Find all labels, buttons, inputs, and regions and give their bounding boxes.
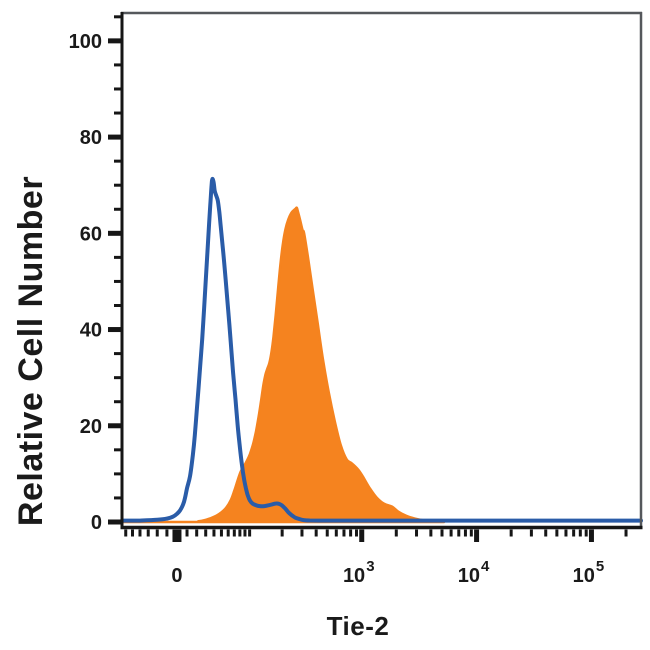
y-tick-label: 80 (80, 127, 102, 149)
y-tick-label: 20 (80, 416, 102, 438)
open-histogram-isotype-control (120, 176, 643, 523)
y-tick-label: 100 (69, 31, 102, 53)
x-axis-title: Tie-2 (326, 611, 390, 641)
y-axis-title: Relative Cell Number (12, 175, 50, 527)
y-tick-label: 60 (80, 223, 102, 245)
x-tick-label: 104 (458, 558, 490, 587)
y-tick-label: 0 (91, 512, 102, 534)
y-tick-label: 40 (80, 320, 102, 342)
x-tick-label: 103 (343, 558, 375, 587)
x-tick-label: 0 (171, 565, 182, 587)
filled-histogram-stained-tie-2 (120, 206, 446, 524)
x-tick-label: 105 (573, 558, 605, 587)
